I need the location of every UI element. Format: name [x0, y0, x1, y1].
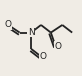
Text: O: O — [54, 42, 61, 51]
Text: O: O — [4, 20, 11, 29]
Text: N: N — [28, 28, 35, 37]
Text: O: O — [40, 52, 47, 61]
